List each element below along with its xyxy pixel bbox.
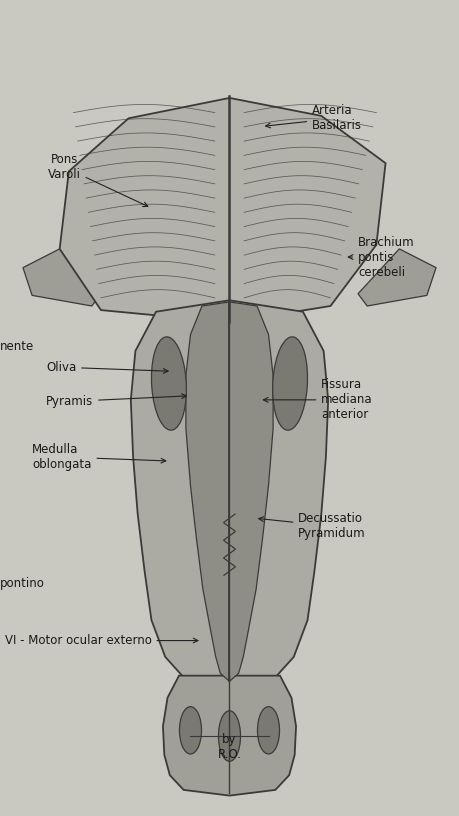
Polygon shape <box>358 249 436 306</box>
Ellipse shape <box>179 707 202 754</box>
Text: pontino: pontino <box>0 577 45 590</box>
Text: Brachium
pontis
cerebeli: Brachium pontis cerebeli <box>348 236 414 278</box>
Text: nente: nente <box>0 340 34 353</box>
Polygon shape <box>60 98 386 322</box>
Ellipse shape <box>273 337 308 430</box>
Text: Fissura
mediana
anterior: Fissura mediana anterior <box>263 379 373 421</box>
Text: Pons
Varoli: Pons Varoli <box>48 153 148 206</box>
Text: Arteria
Basilaris: Arteria Basilaris <box>266 104 362 132</box>
Text: by
R.O.: by R.O. <box>218 733 241 761</box>
Polygon shape <box>230 302 273 681</box>
Polygon shape <box>131 300 328 684</box>
Ellipse shape <box>257 707 280 754</box>
Polygon shape <box>23 249 101 306</box>
Polygon shape <box>163 676 296 796</box>
Ellipse shape <box>151 337 186 430</box>
Text: Decussatio
Pyramidum: Decussatio Pyramidum <box>259 512 366 540</box>
Ellipse shape <box>218 711 241 761</box>
Text: Pyramis: Pyramis <box>46 394 186 408</box>
Text: Oliva: Oliva <box>46 361 168 374</box>
Text: VI - Motor ocular externo: VI - Motor ocular externo <box>5 634 198 647</box>
Polygon shape <box>186 302 230 681</box>
Text: Medulla
oblongata: Medulla oblongata <box>32 443 166 471</box>
